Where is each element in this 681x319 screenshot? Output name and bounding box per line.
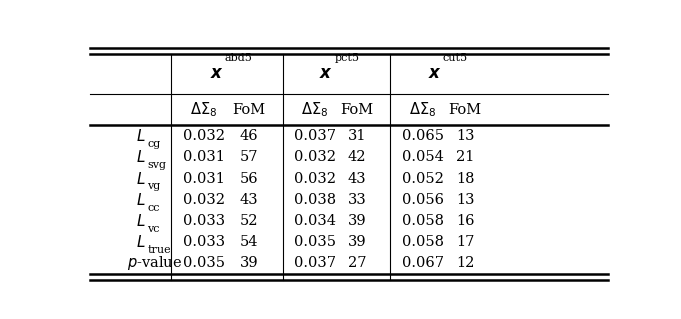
Text: $L$: $L$ <box>136 149 146 165</box>
Text: $L$: $L$ <box>136 192 146 208</box>
Text: FoM: FoM <box>340 102 373 116</box>
Text: FoM: FoM <box>232 102 266 116</box>
Text: 0.065: 0.065 <box>402 129 444 143</box>
Text: 27: 27 <box>348 256 366 271</box>
Text: 17: 17 <box>456 235 474 249</box>
Text: 0.038: 0.038 <box>294 193 336 207</box>
Text: pct5: pct5 <box>334 53 360 63</box>
Text: 46: 46 <box>240 129 258 143</box>
Text: 31: 31 <box>348 129 366 143</box>
Text: $\Delta\Sigma_8$: $\Delta\Sigma_8$ <box>409 100 437 119</box>
Text: $L$: $L$ <box>136 128 146 144</box>
Text: $\Delta\Sigma_8$: $\Delta\Sigma_8$ <box>301 100 328 119</box>
Text: 0.033: 0.033 <box>183 214 225 228</box>
Text: abd5: abd5 <box>225 53 253 63</box>
Text: $\boldsymbol{x}$: $\boldsymbol{x}$ <box>319 65 333 82</box>
Text: $p$-value: $p$-value <box>127 255 183 272</box>
Text: 43: 43 <box>347 172 366 186</box>
Text: cg: cg <box>147 139 161 149</box>
Text: 0.031: 0.031 <box>183 150 225 164</box>
Text: 21: 21 <box>456 150 474 164</box>
Text: 0.032: 0.032 <box>183 193 225 207</box>
Text: $\boldsymbol{x}$: $\boldsymbol{x}$ <box>210 65 224 82</box>
Text: 0.032: 0.032 <box>183 129 225 143</box>
Text: FoM: FoM <box>449 102 481 116</box>
Text: $L$: $L$ <box>136 234 146 250</box>
Text: 0.034: 0.034 <box>294 214 336 228</box>
Text: cut5: cut5 <box>443 53 468 63</box>
Text: 0.056: 0.056 <box>402 193 444 207</box>
Text: svg: svg <box>147 160 166 170</box>
Text: $\Delta\Sigma_8$: $\Delta\Sigma_8$ <box>190 100 217 119</box>
Text: 56: 56 <box>240 172 258 186</box>
Text: 0.035: 0.035 <box>183 256 225 271</box>
Text: $\boldsymbol{x}$: $\boldsymbol{x}$ <box>428 65 441 82</box>
Text: 0.032: 0.032 <box>294 172 336 186</box>
Text: 0.037: 0.037 <box>294 256 336 271</box>
Text: 0.067: 0.067 <box>402 256 444 271</box>
Text: 12: 12 <box>456 256 474 271</box>
Text: $L$: $L$ <box>136 171 146 187</box>
Text: 13: 13 <box>456 129 475 143</box>
Text: 42: 42 <box>348 150 366 164</box>
Text: 33: 33 <box>347 193 366 207</box>
Text: 0.052: 0.052 <box>402 172 444 186</box>
Text: cc: cc <box>147 203 160 213</box>
Text: 0.054: 0.054 <box>402 150 444 164</box>
Text: 52: 52 <box>240 214 258 228</box>
Text: 0.058: 0.058 <box>402 214 444 228</box>
Text: 39: 39 <box>240 256 258 271</box>
Text: 16: 16 <box>456 214 475 228</box>
Text: 0.058: 0.058 <box>402 235 444 249</box>
Text: 0.032: 0.032 <box>294 150 336 164</box>
Text: 54: 54 <box>240 235 258 249</box>
Text: 13: 13 <box>456 193 475 207</box>
Text: 0.031: 0.031 <box>183 172 225 186</box>
Text: vc: vc <box>147 224 160 234</box>
Text: 18: 18 <box>456 172 475 186</box>
Text: 0.037: 0.037 <box>294 129 336 143</box>
Text: 0.035: 0.035 <box>294 235 336 249</box>
Text: $L$: $L$ <box>136 213 146 229</box>
Text: vg: vg <box>147 182 161 191</box>
Text: true: true <box>147 245 171 255</box>
Text: 39: 39 <box>347 235 366 249</box>
Text: 39: 39 <box>347 214 366 228</box>
Text: 43: 43 <box>240 193 258 207</box>
Text: 0.033: 0.033 <box>183 235 225 249</box>
Text: 57: 57 <box>240 150 258 164</box>
